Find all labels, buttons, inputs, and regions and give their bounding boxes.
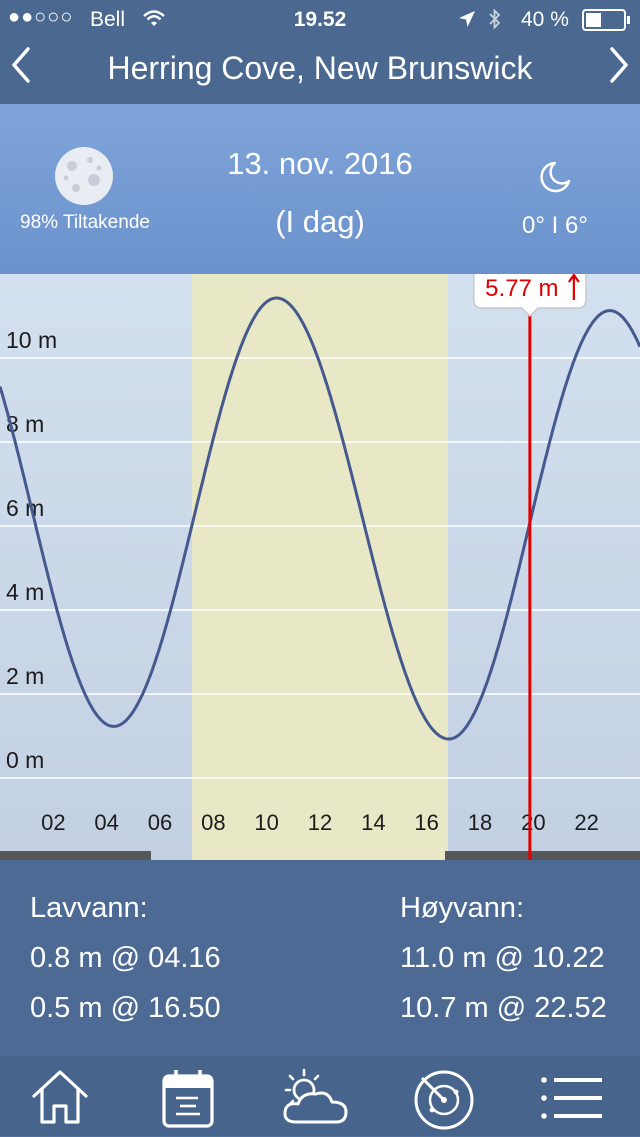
tab-bar bbox=[0, 1056, 640, 1136]
moon-phase-label: 98% Tiltakende bbox=[20, 212, 150, 233]
daylight-band bbox=[192, 274, 448, 860]
low-tide-1: 0.8 m @ 04.16 bbox=[30, 942, 221, 974]
radar-icon bbox=[414, 1070, 474, 1130]
high-tide-column: Høyvann: 11.0 m @ 10.22 10.7 m @ 22.52 bbox=[400, 890, 607, 1040]
location-icon bbox=[458, 10, 476, 34]
tab-radar[interactable] bbox=[404, 1064, 484, 1132]
x-tick-label: 18 bbox=[468, 810, 492, 835]
page-title: Herring Cove, New Brunswick bbox=[107, 50, 533, 86]
x-tick-label: 06 bbox=[148, 810, 172, 835]
tab-weather[interactable] bbox=[276, 1064, 356, 1132]
battery-icon bbox=[582, 9, 632, 37]
x-tick-label: 22 bbox=[574, 810, 598, 835]
tab-calendar[interactable] bbox=[148, 1064, 228, 1132]
tab-menu[interactable] bbox=[532, 1064, 612, 1132]
x-tick-label: 20 bbox=[521, 810, 545, 835]
high-tide-1: 11.0 m @ 10.22 bbox=[400, 942, 605, 974]
chevron-right-icon bbox=[610, 47, 628, 83]
low-tide-title: Lavvann: bbox=[30, 892, 148, 924]
day-header: 98% Tiltakende 13. nov. 2016 (I dag) 0° … bbox=[0, 104, 640, 274]
battery-percent: 40 % bbox=[521, 8, 569, 31]
tide-summary: Lavvann: 0.8 m @ 04.16 0.5 m @ 16.50 Høy… bbox=[0, 860, 640, 1056]
wifi-icon bbox=[142, 8, 166, 34]
rising-arrow-icon bbox=[567, 273, 580, 300]
full-moon-icon bbox=[55, 147, 113, 205]
current-height-label: 5.77 m bbox=[485, 275, 558, 302]
chevron-left-icon bbox=[12, 47, 30, 83]
low-tide-column: Lavvann: 0.8 m @ 04.16 0.5 m @ 16.50 bbox=[30, 890, 221, 1040]
high-tide-2: 10.7 m @ 22.52 bbox=[400, 992, 607, 1024]
x-tick-label: 04 bbox=[94, 810, 118, 835]
previous-location-button[interactable] bbox=[0, 40, 50, 100]
status-bar: ●●○○○ Bell 19.52 40 % bbox=[0, 0, 640, 40]
scroll-indicator-right bbox=[445, 851, 640, 860]
x-tick-label: 16 bbox=[414, 810, 438, 835]
crescent-moon-icon bbox=[540, 161, 571, 193]
x-tick-label: 14 bbox=[361, 810, 385, 835]
x-tick-label: 10 bbox=[254, 810, 278, 835]
day-label: (I dag) bbox=[275, 204, 365, 239]
calendar-icon bbox=[162, 1070, 214, 1128]
home-icon bbox=[32, 1070, 88, 1124]
x-tick-label: 08 bbox=[201, 810, 225, 835]
y-tick-label: 10 m bbox=[6, 327, 57, 353]
weather-icon bbox=[283, 1068, 348, 1124]
y-tick-label: 6 m bbox=[6, 495, 44, 521]
tide-curve bbox=[0, 296, 640, 741]
date-label: 13. nov. 2016 bbox=[227, 146, 413, 181]
clock: 19.52 bbox=[293, 8, 347, 31]
y-tick-label: 2 m bbox=[6, 663, 44, 689]
x-tick-label: 02 bbox=[41, 810, 65, 835]
bluetooth-icon bbox=[488, 8, 502, 36]
next-location-button[interactable] bbox=[590, 40, 640, 100]
signal-strength: ●●○○○ bbox=[8, 6, 74, 28]
y-tick-label: 0 m bbox=[6, 747, 44, 773]
carrier-name: Bell bbox=[90, 8, 126, 31]
temperature-label: 0° I 6° bbox=[522, 212, 588, 239]
low-tide-2: 0.5 m @ 16.50 bbox=[30, 992, 221, 1024]
high-tide-title: Høyvann: bbox=[400, 892, 525, 924]
navigation-bar: Herring Cove, New Brunswick bbox=[0, 40, 640, 104]
tab-home[interactable] bbox=[20, 1064, 100, 1132]
menu-icon bbox=[541, 1077, 602, 1119]
x-tick-label: 12 bbox=[308, 810, 332, 835]
y-tick-label: 4 m bbox=[6, 579, 44, 605]
scroll-indicator-left bbox=[0, 851, 151, 860]
